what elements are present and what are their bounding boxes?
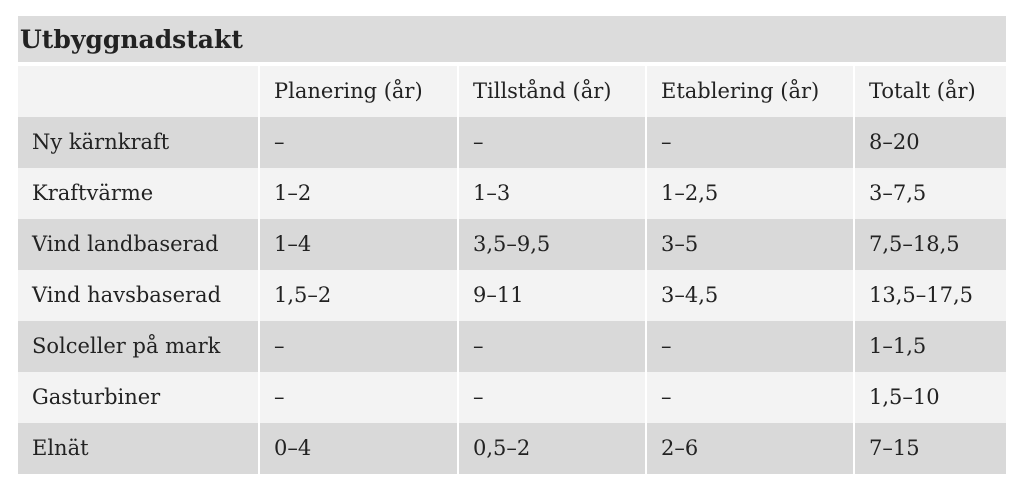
table-cell: – [457, 117, 645, 168]
header-cell: Totalt (år) [853, 66, 1006, 117]
row-label: Vind havsbaserad [18, 270, 258, 321]
header-cell: Etablering (år) [645, 66, 853, 117]
table-cell: 7–15 [853, 423, 1006, 474]
table-cell: 8–20 [853, 117, 1006, 168]
table-cell: 1–2 [258, 168, 457, 219]
table-cell: 1,5–10 [853, 372, 1006, 423]
table-cell: 1–4 [258, 219, 457, 270]
row-label: Solceller på mark [18, 321, 258, 372]
table-cell: 1–1,5 [853, 321, 1006, 372]
table-cell: 2–6 [645, 423, 853, 474]
row-label: Ny kärnkraft [18, 117, 258, 168]
table-cell: 1,5–2 [258, 270, 457, 321]
table-cell: – [457, 321, 645, 372]
table-cell: – [258, 372, 457, 423]
row-label: Vind landbaserad [18, 219, 258, 270]
table-cell: – [645, 117, 853, 168]
table-cell: 1–2,5 [645, 168, 853, 219]
header-cell: Tillstånd (år) [457, 66, 645, 117]
table-title: Utbyggnadstakt [18, 16, 1006, 62]
table-cell: – [258, 117, 457, 168]
header-cell [18, 66, 258, 117]
table-cell: 13,5–17,5 [853, 270, 1006, 321]
table-cell: – [645, 321, 853, 372]
table-container: Utbyggnadstakt Planering (år) Tillstånd (… [18, 16, 1006, 474]
table-cell: 3–7,5 [853, 168, 1006, 219]
table-cell: 0,5–2 [457, 423, 645, 474]
table-cell: 3–5 [645, 219, 853, 270]
table: Planering (år) Tillstånd (år) Etablering (… [18, 66, 1006, 474]
row-label: Kraftvärme [18, 168, 258, 219]
table-cell: – [457, 372, 645, 423]
table-cell: 3,5–9,5 [457, 219, 645, 270]
table-cell: 3–4,5 [645, 270, 853, 321]
table-cell: 9–11 [457, 270, 645, 321]
table-cell: 7,5–18,5 [853, 219, 1006, 270]
row-label: Elnät [18, 423, 258, 474]
row-label: Gasturbiner [18, 372, 258, 423]
header-cell: Planering (år) [258, 66, 457, 117]
table-cell: 0–4 [258, 423, 457, 474]
table-cell: 1–3 [457, 168, 645, 219]
table-cell: – [645, 372, 853, 423]
table-cell: – [258, 321, 457, 372]
